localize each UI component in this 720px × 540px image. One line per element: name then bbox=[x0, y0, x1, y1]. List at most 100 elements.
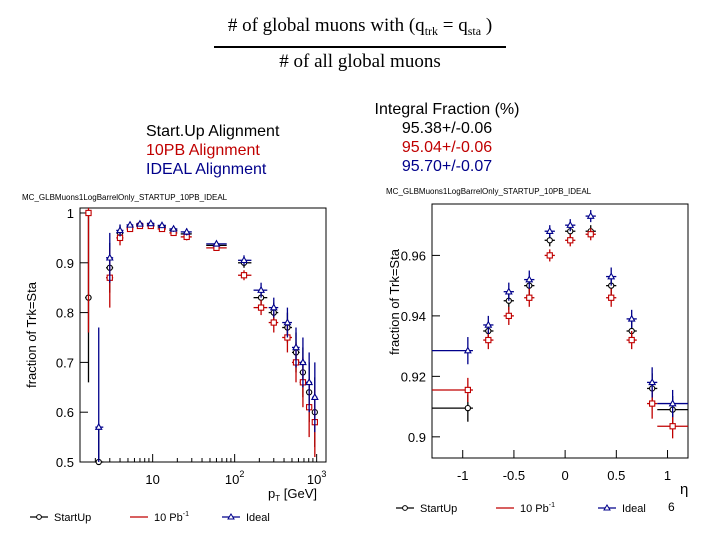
pt-plot-frame bbox=[79, 207, 327, 463]
pt-point-ideal bbox=[136, 219, 144, 227]
alignment-startup-label: Start.Up Alignment bbox=[146, 123, 280, 140]
eta-marker-pb10 bbox=[464, 386, 471, 394]
eta-point-pb10 bbox=[503, 306, 514, 325]
formula-denominator: # of all global muons bbox=[279, 50, 441, 72]
pt-legend-marker-startup bbox=[36, 514, 42, 520]
formula-sub-trk: trk bbox=[424, 24, 439, 38]
pt-point-ideal bbox=[253, 282, 268, 298]
integral-10pb-value: 95.04+/-0.06 bbox=[401, 139, 493, 156]
pt-marker-pb10 bbox=[257, 304, 265, 311]
eta-marker-ideal bbox=[484, 320, 493, 328]
pt-y-axis-label: fraction of Trk=Sta bbox=[24, 281, 39, 388]
eta-data-marks bbox=[432, 210, 688, 439]
formula-numerator-prefix: # of global muons with (q bbox=[227, 15, 425, 36]
eta-marker-ideal bbox=[627, 314, 636, 322]
eta-marker-pb10 bbox=[628, 336, 635, 344]
eta-legend-marker-startup bbox=[402, 505, 408, 511]
eta-point-ideal bbox=[503, 282, 514, 301]
eta-marker-pb10 bbox=[608, 294, 615, 301]
pt-legend-label-pb10: 10 Pb-1 bbox=[154, 511, 189, 524]
pt-marker-ideal bbox=[182, 227, 191, 235]
eta-point-startup bbox=[432, 394, 473, 422]
pt-legend-label-startup: StartUp bbox=[54, 512, 91, 524]
pt-y-tick-label: 0.8 bbox=[56, 306, 74, 321]
eta-marker-pb10 bbox=[505, 312, 512, 320]
pt-point-ideal bbox=[305, 352, 314, 413]
eta-chart: 0.96 0.94 0.92 0.9 -1 -0.5 0 0.5 1 fraction of … bbox=[387, 203, 689, 515]
pt-x-axis-label: pT [GeV] bbox=[268, 486, 317, 503]
eta-point-pb10 bbox=[432, 377, 473, 403]
pt-point-ideal bbox=[169, 224, 178, 232]
eta-plot-title: MC_GLBMuons1LogBarrelOnly_STARTUP_10PB_I… bbox=[386, 187, 592, 196]
pt-marker-ideal bbox=[305, 377, 314, 386]
pt-marker-pb10 bbox=[85, 209, 92, 217]
eta-marker-pb10 bbox=[649, 400, 656, 407]
eta-marker-ideal bbox=[607, 272, 616, 280]
eta-series-startup bbox=[432, 225, 688, 424]
eta-y-tick-label: 0.96 bbox=[401, 248, 426, 263]
eta-point-ideal bbox=[483, 315, 494, 335]
pt-x-tick-label: 102 bbox=[225, 469, 244, 487]
eta-legend-label-ideal: Ideal bbox=[622, 503, 646, 515]
pt-point-ideal bbox=[238, 255, 252, 266]
eta-x-tick-label: -1 bbox=[457, 468, 469, 483]
eta-legend-marker-ideal bbox=[603, 504, 611, 511]
pt-point-ideal bbox=[282, 307, 292, 338]
eta-marker-ideal bbox=[648, 378, 657, 386]
formula-close: ) bbox=[481, 15, 493, 36]
pt-point-ideal bbox=[146, 219, 155, 227]
eta-marker-startup bbox=[546, 237, 553, 244]
pt-legend-label-ideal: Ideal bbox=[246, 512, 270, 524]
integral-fraction-legend: Integral Fraction (%) 95.38+/-0.06 95.04… bbox=[362, 100, 532, 176]
eta-x-tick-label: 0 bbox=[562, 468, 569, 483]
pt-marker-ideal bbox=[158, 221, 166, 229]
eta-marker-ideal bbox=[463, 346, 472, 354]
eta-plot-frame bbox=[431, 203, 689, 459]
eta-marker-pb10 bbox=[546, 252, 553, 259]
pt-marker-ideal bbox=[116, 226, 124, 234]
pt-point-ideal bbox=[180, 227, 192, 236]
eta-marker-pb10 bbox=[526, 294, 533, 301]
pt-marker-ideal bbox=[126, 220, 134, 228]
pt-y-tick-label: 0.6 bbox=[56, 405, 74, 420]
pt-point-ideal bbox=[94, 327, 104, 462]
pt-x-axis-label-main: p bbox=[268, 486, 275, 501]
eta-point-pb10 bbox=[524, 288, 535, 307]
eta-marker-pb10 bbox=[485, 336, 492, 344]
integral-fraction-header: Integral Fraction (%) bbox=[374, 101, 520, 118]
slide-number: 6 bbox=[668, 500, 675, 514]
eta-marker-pb10 bbox=[567, 237, 574, 244]
eta-y-tick-label: 0.92 bbox=[401, 369, 426, 384]
pt-data-marks bbox=[85, 208, 319, 466]
eta-y-axis: 0.96 0.94 0.92 0.9 bbox=[401, 248, 440, 445]
alignment-ideal-label: IDEAL Alignment bbox=[146, 161, 267, 178]
pt-point-pb10 bbox=[238, 270, 252, 281]
formula-fraction-bar bbox=[214, 46, 506, 48]
eta-y-axis-label: fraction of Trk=Sta bbox=[387, 248, 402, 355]
eta-marker-ideal bbox=[586, 211, 595, 219]
pt-marker-ideal bbox=[257, 285, 266, 293]
formula-numerator: # of global muons with (qtrk = qsta ) bbox=[210, 14, 510, 43]
pt-chart: 1 0.9 0.8 0.7 0.6 0.5 10 102 103 fraction of Tr… bbox=[24, 206, 327, 524]
eta-x-axis: -1 -0.5 0 0.5 1 bbox=[457, 450, 671, 483]
formula-sub-sta: sta bbox=[467, 24, 482, 38]
pt-marker-ideal bbox=[283, 318, 292, 326]
pt-marker-ideal bbox=[212, 239, 221, 247]
eta-point-ideal bbox=[585, 210, 596, 223]
pt-marker-ideal bbox=[298, 358, 307, 366]
eta-point-ideal bbox=[524, 270, 535, 289]
eta-x-tick-label: 1 bbox=[664, 468, 671, 483]
eta-point-ideal bbox=[606, 267, 617, 286]
formula-equals: = q bbox=[438, 15, 468, 36]
eta-x-axis-label: η bbox=[680, 481, 688, 498]
pt-point-pb10 bbox=[253, 300, 268, 316]
pt-plot-title: MC_GLBMuons1LogBarrelOnly_STARTUP_10PB_I… bbox=[22, 193, 228, 202]
pt-marker-pb10 bbox=[240, 272, 248, 279]
pt-point-ideal bbox=[157, 221, 166, 229]
eta-point-pb10 bbox=[585, 228, 596, 241]
eta-x-tick-label: -0.5 bbox=[503, 468, 525, 483]
pt-x-tick-exponent: 3 bbox=[321, 469, 326, 479]
pt-x-axis-label-rest: [GeV] bbox=[280, 486, 317, 501]
alignment-legend: Start.Up Alignment 10PB Alignment IDEAL … bbox=[146, 122, 279, 179]
pt-legend-marker-ideal bbox=[227, 513, 235, 520]
